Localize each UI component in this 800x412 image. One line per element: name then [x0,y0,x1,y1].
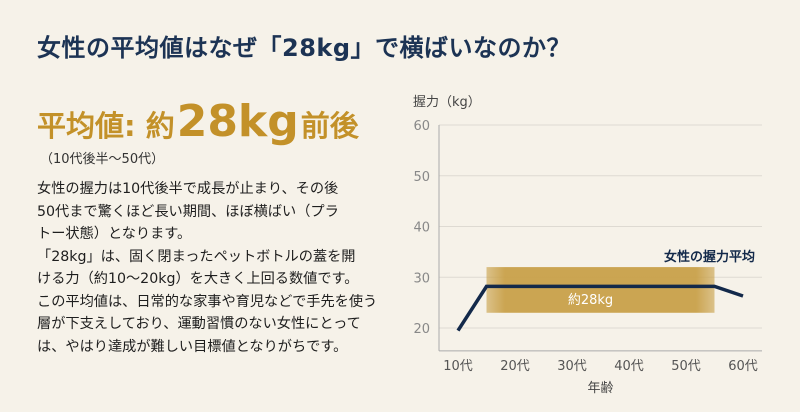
body-text: 女性の握力は10代後半で成長が止まり、その後 50代まで驚くほど長い期間、ほぼ横… [37,178,377,358]
y-tick-label: 40 [413,221,430,236]
y-tick-label: 60 [413,119,430,134]
body-line: この平均値は、日常的な家事や育児などで手先を使う [37,293,378,310]
series-line [456,284,744,332]
body-line: ける力（約10〜20kg）を大きく上回る数値です。 [37,271,359,287]
y-tick-label: 30 [413,271,430,286]
average-band [486,267,715,313]
y-axis-label: 握力（kg） [413,95,481,110]
body-line: 50代まで驚くほど長い期間、ほぼ横ばい（プラ [37,203,339,220]
body-line: 「28kg」は、固く閉まったペットボトルの蓋を開 [37,248,356,265]
page-title: 女性の平均値はなぜ「28kg」で横ばいなのか？ [37,34,572,62]
x-tick-label: 60代 [728,359,758,374]
headline-prefix: 平均値: 約 [37,109,175,143]
headline-subtitle: （10代後半〜50代） [40,152,165,167]
x-tick-label: 50代 [671,359,701,374]
body-line: は、やはり達成が難しい目標値となりがちです。 [37,338,348,355]
x-tick-label: 20代 [500,359,530,374]
y-tick-label: 50 [413,170,430,185]
series-label: 女性の握力平均 [664,249,755,265]
x-axis-label: 年齢 [587,381,613,396]
band-label: 約28kg [568,293,613,308]
x-tick-label: 40代 [614,359,644,374]
y-tick-label: 20 [413,322,430,337]
x-tick-label: 10代 [443,359,473,374]
headline: 平均値: 約28kg前後 [37,96,359,147]
body-line: 層が下支えしており、運動習慣のない女性にとって [37,316,361,332]
headline-suffix: 前後 [300,109,359,143]
x-tick-label: 30代 [557,359,587,374]
body-line: トー状態）となります。 [37,226,192,242]
headline-value: 28kg [176,96,299,147]
body-line: 女性の握力は10代後半で成長が止まり、その後 [37,181,339,197]
